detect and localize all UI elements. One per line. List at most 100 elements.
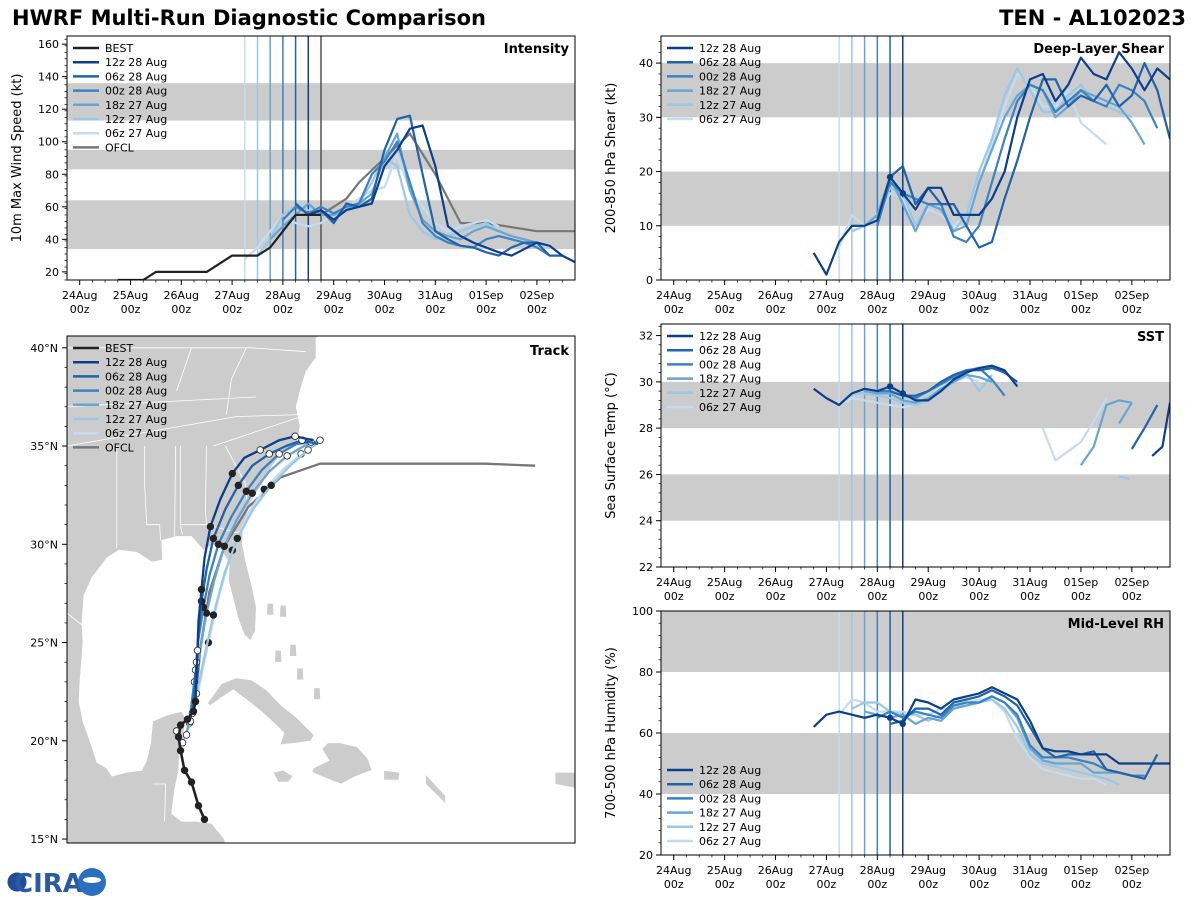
intensity-legend-label: OFCL	[105, 141, 135, 154]
sst-ytick-label: 24	[639, 515, 653, 528]
track-point-06z-28-aug	[234, 481, 243, 490]
intensity-ylabel: 10m Max Wind Speed (kt)	[10, 74, 25, 243]
shear-xtick-label: 24Aug	[656, 289, 691, 302]
rh-xtick-label: 02Sep	[1114, 864, 1149, 877]
track-point-12z-28-aug	[256, 446, 264, 454]
rh-threshold-band	[661, 733, 1170, 794]
rh-xtick-label: 29Aug	[910, 864, 945, 877]
shear-xtick-label: 00z	[715, 303, 735, 316]
track-point-12z-28-aug	[197, 585, 206, 594]
sst-panel-title: SST	[1137, 330, 1164, 345]
shear-xtick-label: 00z	[766, 303, 786, 316]
intensity-xtick-label: 00z	[476, 303, 496, 316]
intensity-ytick-label: 20	[45, 266, 59, 279]
rh-init-marker	[899, 720, 906, 728]
sst-ytick-label: 32	[639, 330, 653, 343]
rh-xtick-label: 27Aug	[809, 864, 844, 877]
state-border	[67, 414, 299, 447]
cira-seal-bird-icon	[83, 877, 101, 883]
track-lat-label: 15°N	[30, 833, 58, 846]
rh-legend-label: 00z 28 Aug	[699, 792, 761, 805]
sst-ytick-label: 30	[639, 376, 653, 389]
cira-logo: CIRA	[6, 868, 106, 898]
shear-ytick-label: 20	[639, 166, 653, 179]
intensity-series-ofcl	[320, 132, 575, 233]
intensity-ytick-label: 120	[38, 103, 59, 116]
state-border	[67, 347, 307, 353]
intensity-ytick-label: 80	[45, 168, 59, 181]
shear-legend-label: 12z 28 Aug	[699, 42, 761, 55]
shear-xtick-label: 29Aug	[910, 289, 945, 302]
shear-xtick-label: 02Sep	[1114, 289, 1149, 302]
track-legend-label: 12z 27 Aug	[105, 413, 167, 426]
track-series-group	[172, 432, 536, 824]
track-point-06z-28-aug	[209, 534, 218, 543]
track-point-12z-27-aug	[304, 446, 312, 454]
sst-xtick-label: 29Aug	[910, 576, 945, 589]
rh-legend-label: 06z 27 Aug	[699, 835, 761, 848]
intensity-xtick-label: 25Aug	[113, 289, 148, 302]
sst-xtick-label: 02Sep	[1114, 576, 1149, 589]
shear-legend-label: 18z 27 Aug	[699, 85, 761, 98]
state-border	[180, 445, 207, 526]
shear-xtick-label: 00z	[664, 303, 684, 316]
rh-xtick-label: 01Sep	[1064, 864, 1099, 877]
intensity-xtick-label: 00z	[425, 303, 445, 316]
intensity-xtick-label: 00z	[171, 303, 191, 316]
track-point-best	[174, 733, 183, 741]
sst-series-12z-27-aug-seg2	[1118, 475, 1130, 481]
rh-series-06z-27-aug	[838, 698, 1107, 786]
land-island-east	[554, 772, 575, 789]
track-legend-label: BEST	[105, 342, 133, 355]
sst-xtick-label: 31Aug	[1012, 576, 1047, 589]
sst-xtick-label: 00z	[969, 590, 989, 603]
rh-series-06z-28-aug	[889, 689, 1159, 780]
rh-ytick-label: 80	[639, 666, 653, 679]
track-lat-label: 30°N	[30, 538, 58, 551]
rh-xtick-label: 00z	[766, 878, 786, 891]
intensity-xtick-label: 02Sep	[520, 289, 555, 302]
rh-xtick-label: 00z	[1020, 878, 1040, 891]
track-point-12z-28-aug	[228, 469, 237, 478]
rh-ylabel: 700-500 hPa Humidity (%)	[604, 647, 619, 819]
cira-logo-text: CIRA	[14, 869, 83, 898]
intensity-xtick-label: 00z	[70, 303, 90, 316]
intensity-xtick-label: 00z	[222, 303, 242, 316]
sst-legend-label: 06z 28 Aug	[699, 344, 761, 357]
shear-xtick-label: 00z	[1020, 303, 1040, 316]
rh-series-group	[812, 686, 1170, 786]
sst-xtick-label: 00z	[918, 590, 938, 603]
sst-ytick-label: 22	[639, 561, 653, 574]
intensity-series-best	[117, 213, 321, 280]
sst-threshold-band	[661, 474, 1170, 521]
intensity-series-group	[117, 114, 575, 280]
shear-xtick-label: 00z	[817, 303, 837, 316]
shear-xtick-label: 00z	[867, 303, 887, 316]
sst-legend-label: 06z 27 Aug	[699, 401, 761, 414]
rh-xtick-label: 28Aug	[860, 864, 895, 877]
shear-series-12z-27-aug	[851, 67, 1133, 233]
rh-xtick-label: 25Aug	[707, 864, 742, 877]
track-point-best	[176, 721, 185, 729]
sst-xtick-label: 27Aug	[809, 576, 844, 589]
shear-xtick-label: 01Sep	[1064, 289, 1099, 302]
sst-ytick-label: 26	[639, 468, 653, 481]
track-point-00z-28-aug	[214, 540, 223, 549]
sst-legend-label: 12z 28 Aug	[699, 330, 761, 343]
state-border	[144, 446, 161, 541]
rh-legend-label: 12z 28 Aug	[699, 764, 761, 777]
intensity-series-06z-28-aug	[294, 114, 563, 257]
rh-series-00z-28-aug	[876, 695, 1145, 777]
track-legend-label: 06z 27 Aug	[105, 427, 167, 440]
track-point-12z-27-aug	[209, 611, 218, 619]
state-border	[152, 783, 167, 822]
rh-threshold-band	[661, 611, 1170, 672]
intensity-ytick-label: 140	[38, 71, 59, 84]
intensity-series-12z-28-aug	[307, 124, 575, 264]
intensity-xtick-label: 00z	[527, 303, 547, 316]
shear-series-group	[812, 51, 1170, 276]
intensity-xtick-label: 00z	[375, 303, 395, 316]
track-lat-label: 20°N	[30, 735, 58, 748]
intensity-legend-label: 18z 27 Aug	[105, 99, 167, 112]
panel-intensity: 2040608010012014016024Aug00z25Aug00z26Au…	[10, 35, 576, 316]
